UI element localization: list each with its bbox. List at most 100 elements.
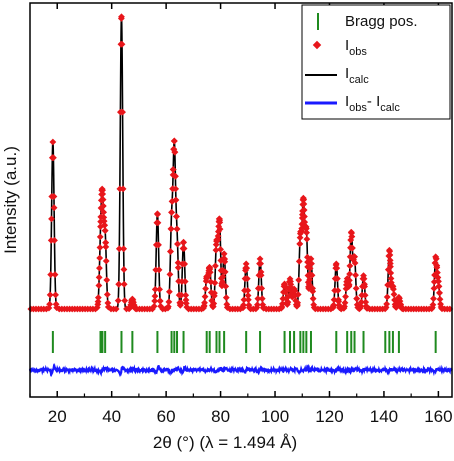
observed-point [180,245,188,252]
difference-curve [28,362,453,378]
observed-point [102,257,110,265]
observed-point [345,276,353,284]
observed-point [154,219,162,227]
observed-point [51,271,59,278]
observed-point [171,172,179,180]
observed-point [346,262,354,270]
observed-point [257,260,264,268]
y-axis-title: Intensity (a.u.) [1,146,20,254]
observed-point [387,269,395,277]
observed-point [345,281,353,288]
observed-point [244,287,252,294]
observed-point [217,246,224,253]
observed-point [284,298,292,306]
observed-point [169,166,177,173]
observed-point [306,276,314,284]
observed-point [102,243,110,251]
observed-point [436,289,443,297]
x-tick-label: 160 [424,407,452,426]
observed-point [221,268,229,276]
observed-point [211,279,219,287]
bragg-positions-layer [51,331,437,353]
observed-point [222,294,230,302]
observed-point [49,138,57,146]
observed-point [254,295,262,303]
x-tick-label: 60 [157,407,176,426]
observed-point [181,260,189,268]
observed-point [118,40,126,48]
x-tick-label: 20 [48,407,67,426]
observed-point [121,297,129,305]
observed-point [100,213,108,221]
x-tick-label: 40 [102,407,121,426]
observed-point [352,271,360,279]
observed-point [173,213,180,220]
observed-point [165,298,173,306]
observed-point [300,196,308,204]
observed-point [303,229,311,237]
x-tick-label: 120 [315,407,343,426]
x-tick-label: 100 [261,407,289,426]
observed-point [258,295,266,303]
legend-box [301,4,451,120]
observed-point [295,257,303,265]
observed-point [100,217,108,225]
observed-point [102,239,110,247]
observed-point [155,241,162,249]
observed-point [104,299,112,307]
observed-point [99,202,107,210]
observed-point [352,284,360,292]
observed-point [212,262,219,270]
observed-point [433,269,441,277]
observed-point [220,250,228,258]
observed-point [244,296,252,304]
observed-point [119,108,126,116]
legend-calc-label: Icalc [345,65,369,86]
observed-point [362,298,370,306]
observed-point [100,208,107,216]
observed-point [172,185,180,193]
x-axis-title: 2θ (°) (λ = 1.494 Å) [153,433,297,452]
observed-point [177,299,185,307]
observed-point [120,245,128,253]
observed-point [357,298,365,306]
observed-point [103,291,111,298]
observed-point [332,260,340,268]
legend-obs-label: Iobs [345,37,367,58]
observed-point [156,297,164,305]
observed-point [182,291,190,299]
observed-point [155,266,163,274]
observed-point [216,225,224,233]
observed-point [181,278,189,285]
observed-point [430,284,438,292]
observed-point [309,287,317,295]
observed-point [164,303,172,311]
observed-point [348,244,356,252]
observed-point [154,210,161,218]
observed-point [99,186,106,194]
observed-point [383,300,391,308]
observed-point [214,232,222,240]
observed-point [112,305,120,313]
observed-point [295,276,303,284]
observed-point [118,13,125,21]
observed-point [156,285,163,293]
x-tick-label: 140 [370,407,398,426]
observed-point [151,285,159,293]
observed-point [257,271,265,279]
observed-point [50,154,57,162]
observed-point [172,196,180,204]
observed-point [430,278,438,286]
observed-point [120,266,128,273]
observed-point [435,282,443,290]
observed-point [305,281,313,289]
observed-point [387,263,394,271]
observed-point [101,221,108,229]
observed-point [221,258,229,266]
observed-point [168,208,175,216]
observed-point [429,301,437,309]
observed-point [330,301,337,309]
legend: Bragg pos. Iobs Icalc Iobs- Icalc [301,4,451,120]
observed-point [120,280,128,288]
